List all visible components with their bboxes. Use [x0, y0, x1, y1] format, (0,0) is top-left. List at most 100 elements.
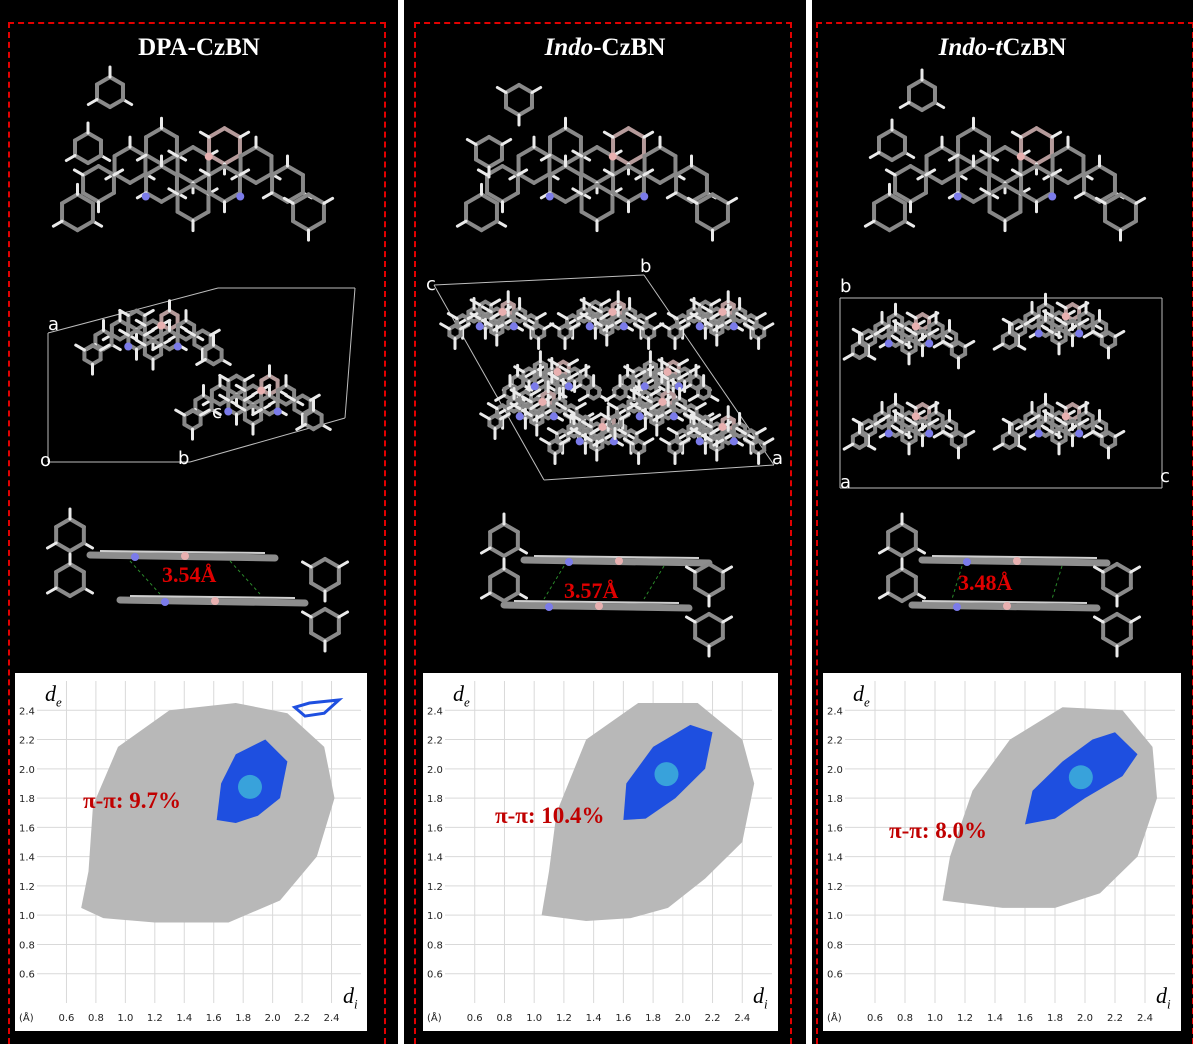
y-tick-label: 1.6 — [827, 823, 843, 834]
x-axis-label: di — [1156, 983, 1171, 1012]
svg-text:b: b — [840, 276, 851, 297]
y-tick-label: 2.2 — [827, 736, 843, 747]
y-axis-label: de — [45, 681, 62, 710]
title-italic: Indo — [544, 34, 594, 61]
y-tick-label: 0.8 — [827, 940, 843, 951]
fingerprint-plot: 0.6 0.8 1.0 1.2 1.4 1.6 1.8 2.0 2.2 2.4 2.4 2.2 2.0 1… — [422, 672, 779, 1032]
fingerprint-chart: 0.6 0.8 1.0 1.2 1.4 1.6 1.8 2.0 2.2 2.4 2.4 2.2 2.0 1… — [19, 681, 361, 1024]
title-rest: CzBN — [1002, 34, 1067, 61]
x-tick-label: 0.8 — [497, 1013, 513, 1024]
x-tick-label: 2.0 — [1077, 1013, 1093, 1024]
y-tick-label: 0.6 — [827, 970, 843, 981]
y-tick-label: 1.4 — [827, 853, 843, 864]
x-axis-label: di — [753, 983, 768, 1012]
y-tick-label: 0.8 — [19, 940, 35, 951]
y-tick-label: 1.0 — [427, 911, 443, 922]
y-tick-label: 1.8 — [19, 794, 35, 805]
x-tick-label: 0.6 — [867, 1013, 883, 1024]
svg-text:c: c — [426, 274, 436, 295]
y-tick-label: 1.6 — [19, 823, 35, 834]
pi-pi-contribution: π-π: 9.7% — [83, 788, 182, 813]
y-tick-label: 0.6 — [427, 970, 443, 981]
svg-text:b: b — [178, 448, 189, 469]
pi-stacking-distance: 3.57Å — [564, 578, 619, 603]
fingerprint-chart: 0.6 0.8 1.0 1.2 1.4 1.6 1.8 2.0 2.2 2.4 2.4 2.2 2.0 1… — [427, 681, 772, 1024]
x-tick-label: 0.8 — [88, 1013, 104, 1024]
y-tick-label: 0.6 — [19, 970, 35, 981]
y-tick-label: 1.4 — [427, 853, 443, 864]
y-tick-label: 2.2 — [19, 736, 35, 747]
x-tick-label: 1.0 — [526, 1013, 542, 1024]
y-tick-label: 1.2 — [827, 882, 843, 893]
molecule-structure-image: acob — [40, 65, 356, 653]
x-axis-label: di — [343, 983, 358, 1012]
x-tick-label: 1.8 — [235, 1013, 251, 1024]
fingerprint-plot: 0.6 0.8 1.0 1.2 1.4 1.6 1.8 2.0 2.2 2.4 2.4 2.2 2.0 1… — [14, 672, 368, 1032]
pi-pi-contribution: π-π: 10.4% — [495, 803, 605, 828]
panel-title: Indo-CzBN — [404, 34, 806, 62]
y-tick-label: 2.4 — [427, 706, 443, 717]
x-tick-label: 2.4 — [734, 1013, 750, 1024]
y-tick-label: 1.8 — [827, 794, 843, 805]
y-tick-label: 1.4 — [19, 853, 35, 864]
y-tick-label: 2.2 — [427, 736, 443, 747]
y-tick-label: 0.8 — [427, 940, 443, 951]
x-tick-label: 1.2 — [556, 1013, 572, 1024]
y-tick-label: 1.8 — [427, 794, 443, 805]
panel-dpa-czbn: DPA-CzBN acob 3.54Å 0.60.81.01.21.41.61.… — [0, 0, 398, 1044]
molecule-structure-image: c b a — [426, 83, 783, 658]
panel-indo-tczbn: Indo-tCzBN b a c 3.48Å 0.6 0.8 1.0 1.2 1.4 1.6 1… — [812, 0, 1193, 1044]
unit-label: (Å) — [19, 1011, 34, 1024]
x-tick-label: 2.0 — [265, 1013, 281, 1024]
svg-text:o: o — [40, 450, 51, 471]
y-tick-label: 2.4 — [19, 706, 35, 717]
fingerprint-density-center — [237, 774, 262, 799]
x-tick-label: 1.6 — [615, 1013, 631, 1024]
x-tick-label: 1.6 — [1017, 1013, 1033, 1024]
x-tick-label: 1.6 — [206, 1013, 222, 1024]
x-tick-label: 0.6 — [59, 1013, 75, 1024]
x-tick-label: 2.2 — [294, 1013, 310, 1024]
title-text: DPA-CzBN — [138, 34, 260, 61]
pi-stacking-distance: 3.54Å — [162, 562, 217, 587]
y-tick-label: 1.2 — [427, 882, 443, 893]
y-tick-label: 1.2 — [19, 882, 35, 893]
x-tick-label: 1.2 — [147, 1013, 163, 1024]
y-tick-label: 2.0 — [19, 765, 35, 776]
dashed-frame — [414, 22, 792, 1044]
y-tick-label: 2.0 — [427, 765, 443, 776]
x-tick-label: 0.6 — [467, 1013, 483, 1024]
fingerprint-pi-pi-wing — [291, 698, 344, 718]
panel-indo-czbn: Indo-CzBN c b a 3.57Å 0.6 0.8 1.0 1.2 1.4 1.6 1.… — [404, 0, 806, 1044]
x-tick-label: 1.8 — [1047, 1013, 1063, 1024]
svg-text:a: a — [840, 472, 851, 493]
y-tick-label: 2.4 — [827, 706, 843, 717]
svg-text:a: a — [48, 314, 59, 335]
y-axis-label: de — [453, 681, 470, 710]
pi-stacking-distance: 3.48Å — [958, 570, 1013, 595]
y-axis-label: de — [853, 681, 870, 710]
molecule-structure-image: b a c — [839, 68, 1170, 658]
x-tick-label: 2.2 — [705, 1013, 721, 1024]
title-italic: Indo-t — [938, 34, 1003, 61]
x-tick-label: 0.8 — [897, 1013, 913, 1024]
y-tick-label: 1.0 — [19, 911, 35, 922]
fingerprint-chart: 0.6 0.8 1.0 1.2 1.4 1.6 1.8 2.0 2.2 2.4 2.4 2.2 2.0 1… — [827, 681, 1175, 1024]
panel-title: Indo-tCzBN — [812, 34, 1193, 62]
x-tick-label: 1.2 — [957, 1013, 973, 1024]
x-tick-label: 2.0 — [675, 1013, 691, 1024]
x-tick-label: 2.4 — [1137, 1013, 1153, 1024]
y-tick-label: 1.6 — [427, 823, 443, 834]
pi-pi-contribution: π-π: 8.0% — [889, 818, 988, 843]
x-tick-label: 2.4 — [324, 1013, 340, 1024]
x-tick-label: 1.4 — [987, 1013, 1003, 1024]
y-tick-label: 1.0 — [827, 911, 843, 922]
title-rest: -CzBN — [593, 34, 666, 61]
x-tick-label: 2.2 — [1107, 1013, 1123, 1024]
panel-title: DPA-CzBN — [0, 34, 398, 62]
x-tick-label: 1.8 — [645, 1013, 661, 1024]
svg-text:a: a — [772, 448, 783, 469]
svg-text:c: c — [1160, 466, 1170, 487]
x-tick-label: 1.4 — [586, 1013, 602, 1024]
